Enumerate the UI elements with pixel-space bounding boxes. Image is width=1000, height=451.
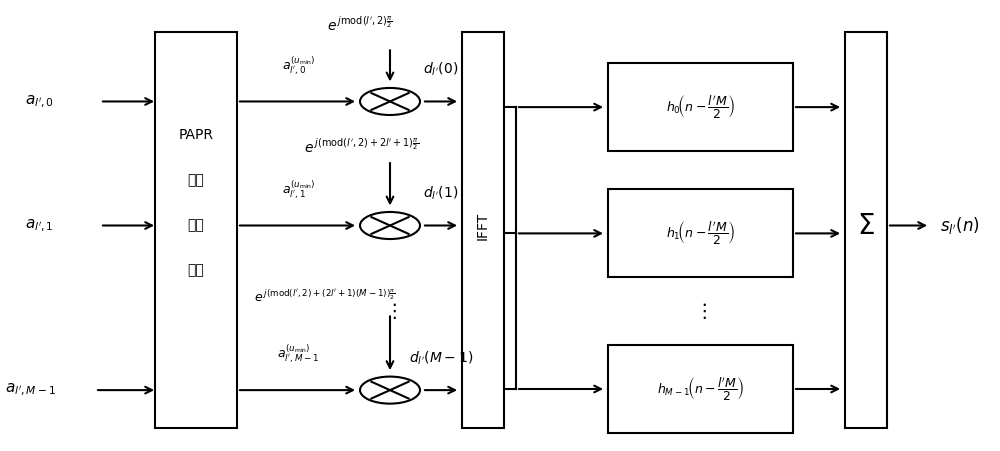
Text: 抑制: 抑制 [188, 173, 204, 188]
Text: $h_0\!\left(n-\dfrac{l^{\prime}M}{2}\right)$: $h_0\!\left(n-\dfrac{l^{\prime}M}{2}\rig… [666, 93, 735, 121]
FancyBboxPatch shape [155, 32, 237, 428]
Circle shape [360, 88, 420, 115]
Text: 处理: 处理 [188, 218, 204, 233]
Text: $e^{\,j(\mathrm{mod}(l^{\prime},2)+(2l^{\prime}+1)(M-1))\frac{\pi}{2}}$: $e^{\,j(\mathrm{mod}(l^{\prime},2)+(2l^{… [254, 289, 396, 305]
Text: $d_{l^{\prime}}(1)$: $d_{l^{\prime}}(1)$ [423, 184, 459, 202]
Text: $a_{l^{\prime},1}^{(u_{\min})}$: $a_{l^{\prime},1}^{(u_{\min})}$ [282, 178, 315, 201]
FancyBboxPatch shape [462, 32, 504, 428]
Text: $s_{l^{\prime}}(n)$: $s_{l^{\prime}}(n)$ [940, 215, 980, 236]
Text: PAPR: PAPR [178, 128, 214, 143]
Text: $a_{l^{\prime},1}$: $a_{l^{\prime},1}$ [25, 217, 54, 234]
Circle shape [360, 377, 420, 404]
Text: $h_{M-1}\!\left(n-\dfrac{l^{\prime}M}{2}\right)$: $h_{M-1}\!\left(n-\dfrac{l^{\prime}M}{2}… [657, 375, 744, 403]
FancyBboxPatch shape [608, 345, 793, 433]
Text: IFFT: IFFT [476, 212, 490, 239]
Text: $\Sigma$: $\Sigma$ [857, 212, 875, 239]
Circle shape [360, 212, 420, 239]
Text: $d_{l^{\prime}}(M-1)$: $d_{l^{\prime}}(M-1)$ [409, 349, 473, 367]
Text: $e^{\,j(\mathrm{mod}(l^{\prime},2)+2l^{\prime}+1)\frac{\pi}{2}}$: $e^{\,j(\mathrm{mod}(l^{\prime},2)+2l^{\… [304, 138, 420, 156]
FancyBboxPatch shape [608, 189, 793, 277]
Text: $\vdots$: $\vdots$ [694, 301, 706, 321]
Text: $h_1\!\left(n-\dfrac{l^{\prime}M}{2}\right)$: $h_1\!\left(n-\dfrac{l^{\prime}M}{2}\rig… [666, 220, 735, 247]
Text: $\vdots$: $\vdots$ [384, 301, 396, 321]
Text: $a_{l^{\prime},0}^{(u_{\min})}$: $a_{l^{\prime},0}^{(u_{\min})}$ [282, 54, 315, 77]
Text: $a_{l^{\prime},M-1}^{(u_{\min})}$: $a_{l^{\prime},M-1}^{(u_{\min})}$ [277, 343, 320, 365]
FancyBboxPatch shape [608, 63, 793, 151]
Text: $d_{l^{\prime}}(0)$: $d_{l^{\prime}}(0)$ [423, 60, 459, 78]
Text: $e^{\,j\mathrm{mod}(l^{\prime},2)\frac{\pi}{2}}$: $e^{\,j\mathrm{mod}(l^{\prime},2)\frac{\… [327, 16, 393, 34]
FancyBboxPatch shape [845, 32, 887, 428]
Text: $a_{l^{\prime},M-1}$: $a_{l^{\prime},M-1}$ [5, 382, 56, 398]
Text: 模块: 模块 [188, 263, 204, 278]
Text: $a_{l^{\prime},0}$: $a_{l^{\prime},0}$ [25, 93, 54, 110]
